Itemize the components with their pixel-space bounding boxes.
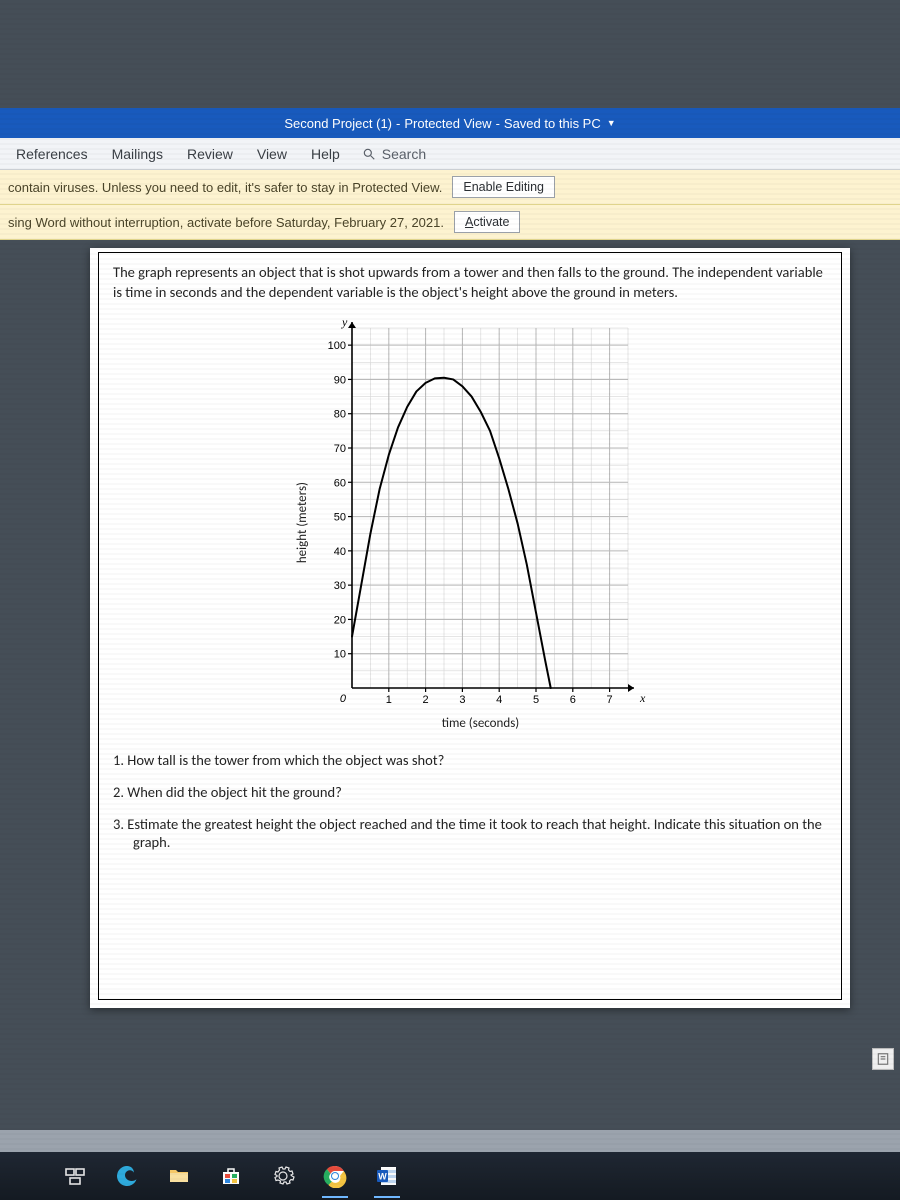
activation-banner: sing Word without interruption, activate… xyxy=(0,205,900,240)
tab-view[interactable]: View xyxy=(245,138,299,170)
title-sep1: - xyxy=(396,116,400,131)
svg-text:40: 40 xyxy=(333,546,345,558)
chart-svg: 1 2 3 4 5 6 7 10 20 30 40 50 60 70 80 90 100 0 x y xyxy=(316,314,646,714)
svg-text:4: 4 xyxy=(496,694,502,706)
svg-text:70: 70 xyxy=(333,443,345,455)
protected-view-banner: contain viruses. Unless you need to edit… xyxy=(0,170,900,205)
tab-help[interactable]: Help xyxy=(299,138,352,170)
svg-text:x: x xyxy=(639,691,646,705)
svg-text:2: 2 xyxy=(422,694,428,706)
svg-text:1: 1 xyxy=(385,694,391,706)
svg-text:20: 20 xyxy=(333,615,345,627)
document-area[interactable]: The graph represents an object that is s… xyxy=(0,240,900,1130)
search-icon xyxy=(362,147,376,161)
tab-references[interactable]: References xyxy=(4,138,100,170)
problem-text: The graph represents an object that is s… xyxy=(113,263,827,302)
svg-text:0: 0 xyxy=(339,693,346,705)
word-icon[interactable]: W xyxy=(372,1161,402,1191)
chart-body: 1 2 3 4 5 6 7 10 20 30 40 50 60 70 80 90 100 0 x y time (se… xyxy=(316,314,646,731)
svg-text:3: 3 xyxy=(459,694,465,706)
chrome-active-indicator xyxy=(322,1196,348,1198)
word-active-indicator xyxy=(374,1196,400,1198)
taskbar: W xyxy=(0,1152,900,1200)
tab-mailings[interactable]: Mailings xyxy=(100,138,175,170)
svg-text:80: 80 xyxy=(333,409,345,421)
edge-icon[interactable] xyxy=(112,1161,142,1191)
chart-container: height (meters) 1 2 3 4 5 6 7 10 20 30 40 50 60 70 80 9… xyxy=(113,314,827,731)
title-saved: Saved to this PC xyxy=(504,116,601,131)
question-2: 2. When did the object hit the ground? xyxy=(113,783,827,801)
title-filename: Second Project (1) xyxy=(284,116,392,131)
window-titlebar: Second Project (1) - Protected View - Sa… xyxy=(0,108,900,138)
page-mode-icon xyxy=(876,1052,890,1066)
document-page: The graph represents an object that is s… xyxy=(90,248,850,1008)
enable-editing-label: Enable Editing xyxy=(463,180,544,194)
svg-text:10: 10 xyxy=(333,649,345,661)
question-3: 3. Estimate the greatest height the obje… xyxy=(113,815,827,833)
search-label: Search xyxy=(382,146,426,162)
svg-text:100: 100 xyxy=(327,340,345,352)
title-sep2: - xyxy=(496,116,500,131)
settings-icon[interactable] xyxy=(268,1161,298,1191)
search-box[interactable]: Search xyxy=(362,146,426,162)
title-dropdown-icon[interactable]: ▼ xyxy=(607,118,616,128)
svg-text:90: 90 xyxy=(333,375,345,387)
desktop-gap xyxy=(0,0,900,108)
chart: height (meters) 1 2 3 4 5 6 7 10 20 30 40 50 60 70 80 9… xyxy=(295,314,646,731)
chrome-icon[interactable] xyxy=(320,1161,350,1191)
x-axis-label: time (seconds) xyxy=(316,716,646,731)
page-content: The graph represents an object that is s… xyxy=(98,252,842,1000)
activate-button[interactable]: Activate xyxy=(454,211,520,233)
svg-text:30: 30 xyxy=(333,580,345,592)
store-icon[interactable] xyxy=(216,1161,246,1191)
svg-text:W: W xyxy=(378,1172,387,1182)
svg-text:6: 6 xyxy=(569,694,575,706)
ribbon: References Mailings Review View Help Sea… xyxy=(0,138,900,170)
svg-text:50: 50 xyxy=(333,512,345,524)
title-mode: Protected View xyxy=(404,116,491,131)
question-1: 1. How tall is the tower from which the … xyxy=(113,751,827,769)
task-view-icon[interactable] xyxy=(60,1161,90,1191)
svg-text:y: y xyxy=(341,315,348,329)
enable-editing-button[interactable]: Enable Editing xyxy=(452,176,555,198)
activation-text: sing Word without interruption, activate… xyxy=(8,215,444,230)
protected-view-text: contain viruses. Unless you need to edit… xyxy=(8,180,442,195)
y-axis-label: height (meters) xyxy=(295,482,310,563)
svg-text:7: 7 xyxy=(606,694,612,706)
file-explorer-icon[interactable] xyxy=(164,1161,194,1191)
page-mode-badge[interactable] xyxy=(872,1048,894,1070)
activate-button-rest: ctivate xyxy=(473,215,509,229)
tab-review[interactable]: Review xyxy=(175,138,245,170)
svg-text:5: 5 xyxy=(532,694,538,706)
question-3b: graph. xyxy=(113,833,827,851)
svg-text:60: 60 xyxy=(333,477,345,489)
